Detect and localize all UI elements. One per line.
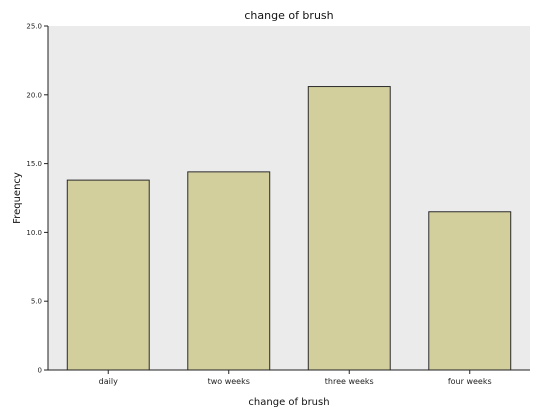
bar-daily (66, 179, 150, 371)
x-tick-label: two weeks (208, 377, 250, 386)
y-tick-label: 10.0 (26, 229, 42, 237)
y-tick-label: 15.0 (26, 160, 42, 168)
bar-two-weeks (187, 171, 271, 371)
y-axis-ticks: 0 5.0 10.0 15.0 20.0 25.0 (26, 23, 48, 375)
bars-group (66, 86, 512, 371)
y-tick-label: 5.0 (31, 298, 42, 306)
x-axis-tick-labels: daily two weeks three weeks four weeks (99, 370, 492, 386)
y-tick-label: 20.0 (26, 91, 42, 99)
y-tick-label: 25.0 (26, 23, 42, 31)
x-tick-label: three weeks (325, 377, 374, 386)
bar-three-weeks (307, 86, 391, 371)
y-tick-label: 0 (38, 367, 42, 375)
x-tick-label: daily (99, 377, 118, 386)
x-axis-title: change of brush (248, 397, 329, 408)
bar-four-weeks (428, 211, 512, 371)
y-axis-title: Frequency (12, 172, 23, 224)
chart-title: change of brush (244, 9, 333, 22)
x-tick-label: four weeks (448, 377, 492, 386)
